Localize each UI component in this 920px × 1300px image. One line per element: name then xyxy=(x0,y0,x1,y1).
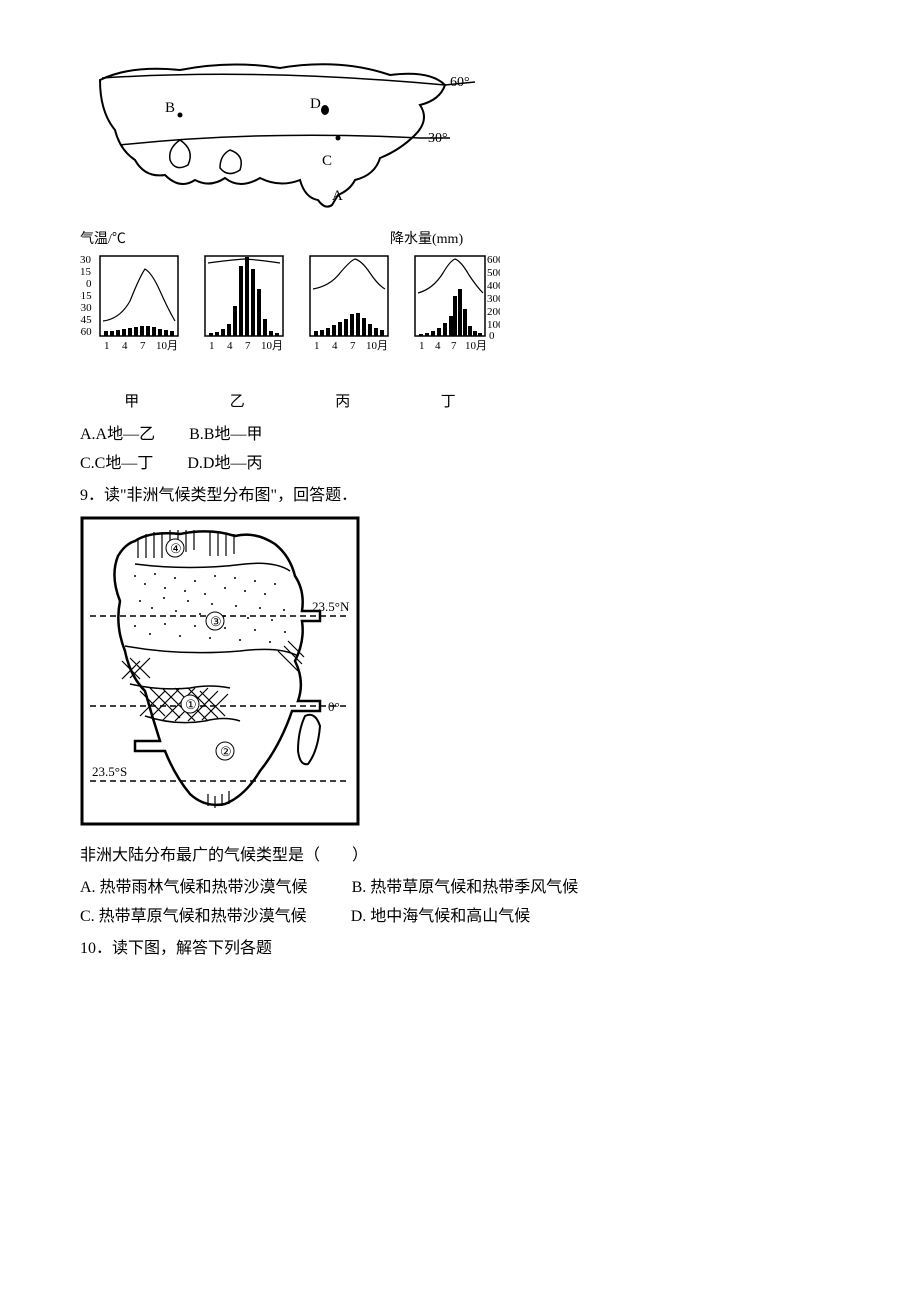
chart-name-row: 甲 乙 丙 丁 xyxy=(80,390,500,414)
climate-charts-svg: 30 15 0 -15 -30 -45 -60 xyxy=(80,251,500,381)
svg-text:1: 1 xyxy=(209,340,215,352)
svg-text:300: 300 xyxy=(487,293,500,305)
region-1: ① xyxy=(185,697,197,712)
q10-prompt-line: 10．读下图，解答下列各题 xyxy=(80,936,840,962)
svg-text:10月: 10月 xyxy=(366,340,388,352)
q8-options-row2: C.C地—丁 D.D地—丙 xyxy=(80,451,840,477)
svg-text:1: 1 xyxy=(419,340,425,352)
chart-label-yi: 乙 xyxy=(186,390,290,414)
lat-equator: 0° xyxy=(328,699,340,714)
q8-option-b: B.B地—甲 xyxy=(189,422,262,448)
svg-text:-45: -45 xyxy=(80,314,92,326)
q9-prompt-line: 9．读"非洲气候类型分布图"，回答题． xyxy=(80,483,840,509)
svg-text:4: 4 xyxy=(332,340,338,352)
point-b: B xyxy=(165,100,175,116)
svg-text:10月: 10月 xyxy=(465,340,487,352)
region-2: ② xyxy=(220,744,232,759)
q8-options-row1: A.A地—乙 B.B地—甲 xyxy=(80,422,840,448)
chart-label-ding: 丁 xyxy=(397,390,501,414)
chart-label-jia: 甲 xyxy=(80,390,184,414)
figure-africa-climate: 23.5°N 0° 23.5°S xyxy=(80,516,840,835)
q8-option-c: C.C地—丁 xyxy=(80,451,153,477)
svg-text:10月: 10月 xyxy=(156,340,178,352)
q9-stem: 非洲大陆分布最广的气候类型是（ ） xyxy=(80,843,840,869)
q9-options-row2: C. 热带草原气候和热带沙漠气候 D. 地中海气候和高山气候 xyxy=(80,904,840,930)
lat-235s: 23.5°S xyxy=(92,764,127,779)
climate-charts-row: 30 15 0 -15 -30 -45 -60 xyxy=(80,251,840,414)
lat-60-label: 60° xyxy=(450,75,470,90)
svg-text:4: 4 xyxy=(227,340,233,352)
temp-axis-label: 气温/℃ xyxy=(80,229,140,251)
precip-axis-label: 降水量(mm) xyxy=(390,229,463,251)
point-d: D xyxy=(310,96,321,112)
chart-label-bing: 丙 xyxy=(291,390,395,414)
q9-options-row1: A. 热带雨林气候和热带沙漠气候 B. 热带草原气候和热带季风气候 xyxy=(80,875,840,901)
svg-text:200: 200 xyxy=(487,306,500,318)
q9-number: 9． xyxy=(80,487,104,504)
point-a: A xyxy=(332,188,343,204)
q10-number: 10． xyxy=(80,940,112,957)
q9-option-c: C. 热带草原气候和热带沙漠气候 xyxy=(80,904,307,930)
axis-labels: 气温/℃ 降水量(mm) xyxy=(80,229,840,251)
region-4: ④ xyxy=(170,541,182,556)
q10-prompt: 读下图，解答下列各题 xyxy=(112,940,272,957)
q8-option-d: D.D地—丙 xyxy=(187,451,262,477)
q9-prompt: 读"非洲气候类型分布图"，回答题． xyxy=(104,487,357,504)
lat-30-label: 30° xyxy=(428,131,448,146)
svg-text:7: 7 xyxy=(245,340,251,352)
africa-map-svg: 23.5°N 0° 23.5°S xyxy=(80,516,360,826)
svg-text:-60: -60 xyxy=(80,326,92,338)
svg-text:0: 0 xyxy=(86,278,92,290)
q9-option-a: A. 热带雨林气候和热带沙漠气候 xyxy=(80,875,308,901)
svg-text:500: 500 xyxy=(487,267,500,279)
q9-option-b: B. 热带草原气候和热带季风气候 xyxy=(352,875,579,901)
region-3: ③ xyxy=(210,614,222,629)
svg-text:7: 7 xyxy=(140,340,146,352)
svg-text:-30: -30 xyxy=(80,302,92,314)
q8-option-a: A.A地—乙 xyxy=(80,422,155,448)
svg-text:15: 15 xyxy=(80,266,92,278)
svg-text:0: 0 xyxy=(489,330,495,342)
point-c: C xyxy=(322,153,332,169)
q9-option-d: D. 地中海气候和高山气候 xyxy=(351,904,531,930)
svg-text:400: 400 xyxy=(487,280,500,292)
svg-text:4: 4 xyxy=(435,340,441,352)
svg-text:-15: -15 xyxy=(80,290,92,302)
svg-text:30: 30 xyxy=(80,254,92,266)
svg-text:10月: 10月 xyxy=(261,340,283,352)
asia-map-svg: 60° 30° B D C A xyxy=(80,50,480,220)
lat-235n: 23.5°N xyxy=(312,599,350,614)
svg-text:7: 7 xyxy=(451,340,457,352)
figure-asia-climate: 60° 30° B D C A 气温/℃ 降水量(mm) 30 15 0 -15… xyxy=(80,50,840,414)
svg-text:1: 1 xyxy=(314,340,320,352)
svg-text:600: 600 xyxy=(487,254,500,266)
svg-text:7: 7 xyxy=(350,340,356,352)
svg-text:1: 1 xyxy=(104,340,110,352)
svg-text:4: 4 xyxy=(122,340,128,352)
